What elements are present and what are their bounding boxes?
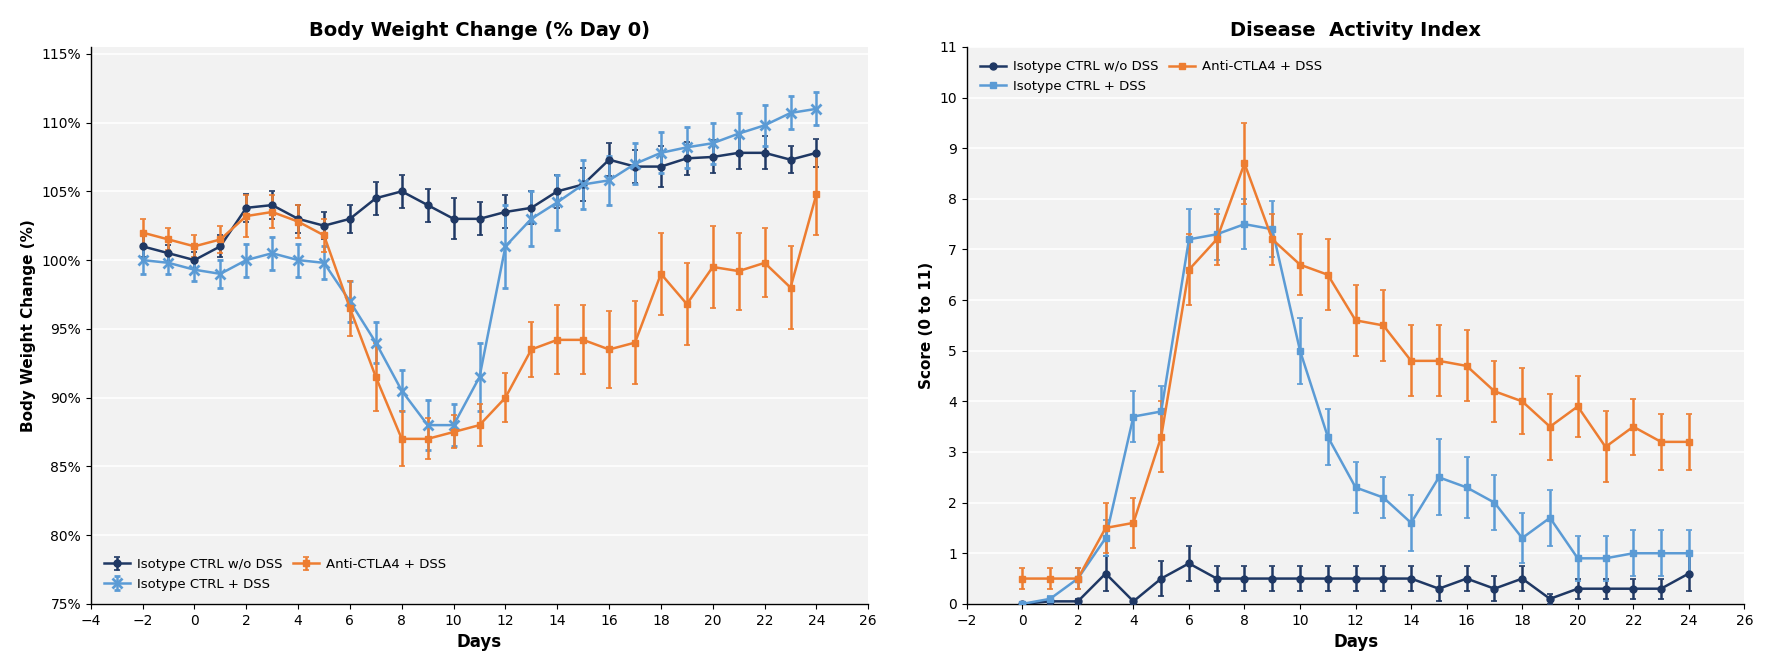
- Y-axis label: Score (0 to 11): Score (0 to 11): [918, 262, 933, 389]
- X-axis label: Days: Days: [1332, 633, 1378, 651]
- X-axis label: Days: Days: [457, 633, 502, 651]
- Title: Body Weight Change (% Day 0): Body Weight Change (% Day 0): [309, 21, 649, 40]
- Y-axis label: Body Weight Change (%): Body Weight Change (%): [21, 219, 35, 432]
- Legend: Isotype CTRL w/o DSS, Isotype CTRL + DSS, Anti-CTLA4 + DSS: Isotype CTRL w/o DSS, Isotype CTRL + DSS…: [973, 54, 1328, 99]
- Legend: Isotype CTRL w/o DSS, Isotype CTRL + DSS, Anti-CTLA4 + DSS: Isotype CTRL w/o DSS, Isotype CTRL + DSS…: [98, 552, 452, 597]
- Title: Disease  Activity Index: Disease Activity Index: [1229, 21, 1480, 40]
